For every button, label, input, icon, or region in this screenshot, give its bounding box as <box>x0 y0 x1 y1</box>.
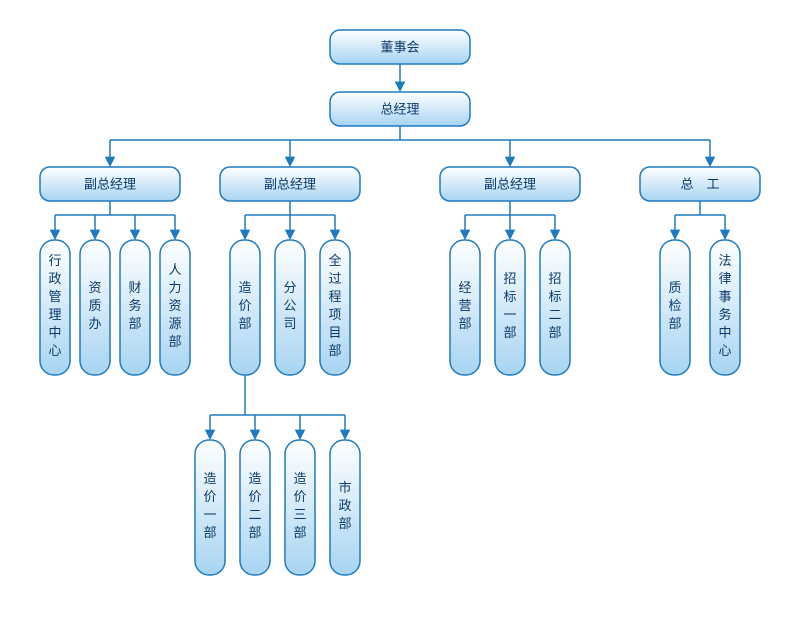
node-chief: 总 工 <box>640 167 760 201</box>
node-d-qc-label: 质检部 <box>668 280 681 331</box>
node-vgm3: 副总经理 <box>440 167 580 201</box>
node-d-bid1: 招标一部 <box>495 240 525 375</box>
node-d-admin: 行政管理中心 <box>40 240 70 375</box>
node-root: 董事会 <box>330 30 470 64</box>
node-d-muni: 市政部 <box>330 440 360 575</box>
node-d-cost1: 造价一部 <box>195 440 225 575</box>
node-d-finance-label: 财务部 <box>128 280 141 331</box>
node-gm: 总经理 <box>330 92 470 126</box>
node-d-branch-label: 分公司 <box>283 280 296 331</box>
node-d-cost-label: 造价部 <box>238 280 251 331</box>
node-d-bid2: 招标二部 <box>540 240 570 375</box>
node-d-legal: 法律事务中心 <box>710 240 740 375</box>
node-vgm1-label: 副总经理 <box>84 176 136 191</box>
node-d-hr: 人力资源部 <box>160 240 190 375</box>
node-d-biz: 经营部 <box>450 240 480 375</box>
node-root-label: 董事会 <box>380 39 419 54</box>
node-vgm1: 副总经理 <box>40 167 180 201</box>
node-vgm2-label: 副总经理 <box>264 176 316 191</box>
node-d-cost3: 造价三部 <box>285 440 315 575</box>
node-vgm3-label: 副总经理 <box>484 176 536 191</box>
node-chief-label: 总 工 <box>680 176 719 191</box>
node-d-branch: 分公司 <box>275 240 305 375</box>
node-d-zizhi-label: 资质办 <box>88 280 101 331</box>
node-d-finance: 财务部 <box>120 240 150 375</box>
node-gm-label: 总经理 <box>380 101 419 116</box>
node-d-biz-label: 经营部 <box>458 280 471 331</box>
node-d-cost2: 造价二部 <box>240 440 270 575</box>
node-d-hr-label: 人力资源部 <box>168 262 181 349</box>
node-d-project: 全过程项目部 <box>320 240 350 375</box>
org-chart: 董事会 总经理 副总经理 副总经理 副总经理 总 工 <box>20 20 780 620</box>
node-d-zizhi: 资质办 <box>80 240 110 375</box>
node-d-cost: 造价部 <box>230 240 260 375</box>
node-vgm2: 副总经理 <box>220 167 360 201</box>
node-d-qc: 质检部 <box>660 240 690 375</box>
node-d-muni-label: 市政部 <box>338 480 351 531</box>
